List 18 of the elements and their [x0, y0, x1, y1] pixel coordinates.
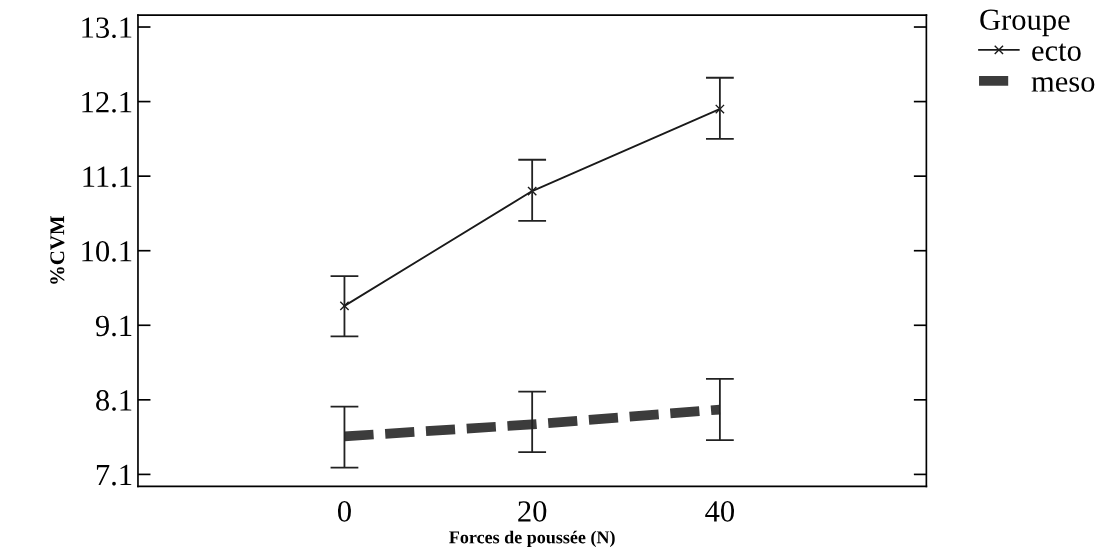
y-axis-title: %CVM: [50, 216, 65, 284]
point: [527, 186, 538, 196]
y-tick-label: 10.1: [82, 240, 132, 262]
x-axis-title: Forces de poussée (N): [449, 530, 615, 548]
x-tick-label: 0: [337, 501, 351, 522]
y-tick-label: 12.1: [82, 91, 132, 113]
x-tick-label: 20: [518, 501, 547, 522]
legend-title: Groupe: [980, 9, 1070, 37]
legend-label: meso: [1031, 77, 1095, 92]
point: [715, 104, 725, 114]
y-tick-label: 8.1: [96, 390, 132, 411]
y-tick-label: 7.1: [96, 464, 132, 486]
y-tick-label: 13.1: [82, 17, 132, 39]
point: [339, 301, 350, 311]
legend-label: ecto: [1032, 43, 1081, 61]
y-tick-label: 9.1: [95, 315, 132, 337]
x-tick-label: 40: [705, 501, 734, 522]
y-tick-label: 11.1: [83, 166, 132, 188]
